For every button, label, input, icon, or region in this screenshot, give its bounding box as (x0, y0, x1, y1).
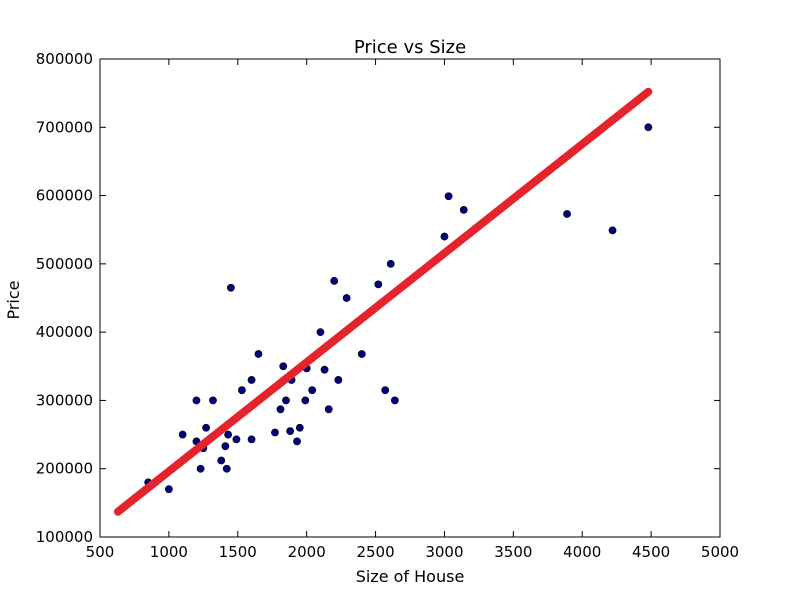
data-point (192, 396, 201, 405)
x-tick-label: 5000 (701, 543, 739, 561)
x-tick-label: 3000 (425, 543, 463, 561)
data-point (459, 206, 468, 214)
x-tick-label: 2500 (356, 543, 394, 561)
chart-title: Price vs Size (354, 37, 466, 58)
x-tick-label: 4000 (563, 543, 601, 561)
data-point (164, 485, 173, 494)
data-point (381, 386, 390, 395)
y-tick-label: 800000 (36, 50, 93, 68)
data-point (324, 405, 333, 414)
data-point (276, 405, 285, 414)
data-point (209, 396, 217, 405)
x-tick-label: 3500 (494, 543, 532, 561)
data-point (295, 423, 304, 432)
data-point (271, 428, 279, 437)
y-tick-label: 300000 (36, 391, 93, 409)
y-tick-label: 200000 (36, 460, 93, 478)
y-tick-label: 500000 (36, 255, 93, 273)
x-tick-label: 1000 (150, 543, 188, 561)
data-point (357, 350, 366, 358)
x-tick-label: 4500 (632, 543, 670, 561)
data-point (224, 430, 233, 439)
data-point (226, 283, 235, 292)
data-point (320, 365, 329, 374)
plot-area (113, 87, 653, 516)
regression-line (113, 87, 653, 516)
data-point (644, 123, 653, 132)
data-point (254, 350, 263, 358)
x-axis-title: Size of House (356, 567, 465, 586)
y-tick-label: 700000 (36, 118, 93, 136)
x-tick-label: 1500 (219, 543, 257, 561)
data-point (563, 210, 571, 218)
data-point (374, 280, 383, 289)
data-point (247, 376, 256, 384)
data-point (330, 277, 339, 285)
data-point (238, 386, 246, 395)
data-point (222, 464, 231, 473)
data-point (221, 442, 230, 451)
data-point (390, 396, 399, 405)
y-axis-title: Price (4, 280, 23, 319)
data-point (308, 386, 317, 395)
y-tick-label: 600000 (36, 187, 93, 205)
data-point (232, 435, 241, 444)
data-point (279, 362, 288, 371)
data-point (444, 192, 453, 201)
y-tick-label: 400000 (36, 323, 93, 341)
data-point (217, 456, 226, 465)
data-point (386, 259, 395, 268)
data-point (301, 396, 310, 405)
data-point (196, 464, 205, 473)
data-point (316, 328, 325, 337)
y-tick-label: 100000 (36, 528, 93, 546)
data-point (293, 437, 301, 446)
x-tick-label: 500 (86, 543, 115, 561)
data-point (608, 226, 617, 235)
data-point (342, 294, 351, 302)
axis-ticks: 500 1000 1500 2000 2500 3000 3500 4000 4500 5000 1… (36, 50, 739, 561)
plot-frame (99, 58, 721, 538)
data-point (440, 232, 449, 241)
data-point (334, 376, 343, 384)
data-point (202, 423, 210, 432)
data-point (247, 435, 256, 444)
data-point (282, 396, 290, 405)
data-point (286, 427, 295, 436)
x-tick-label: 2000 (288, 543, 326, 561)
data-point (178, 430, 187, 439)
